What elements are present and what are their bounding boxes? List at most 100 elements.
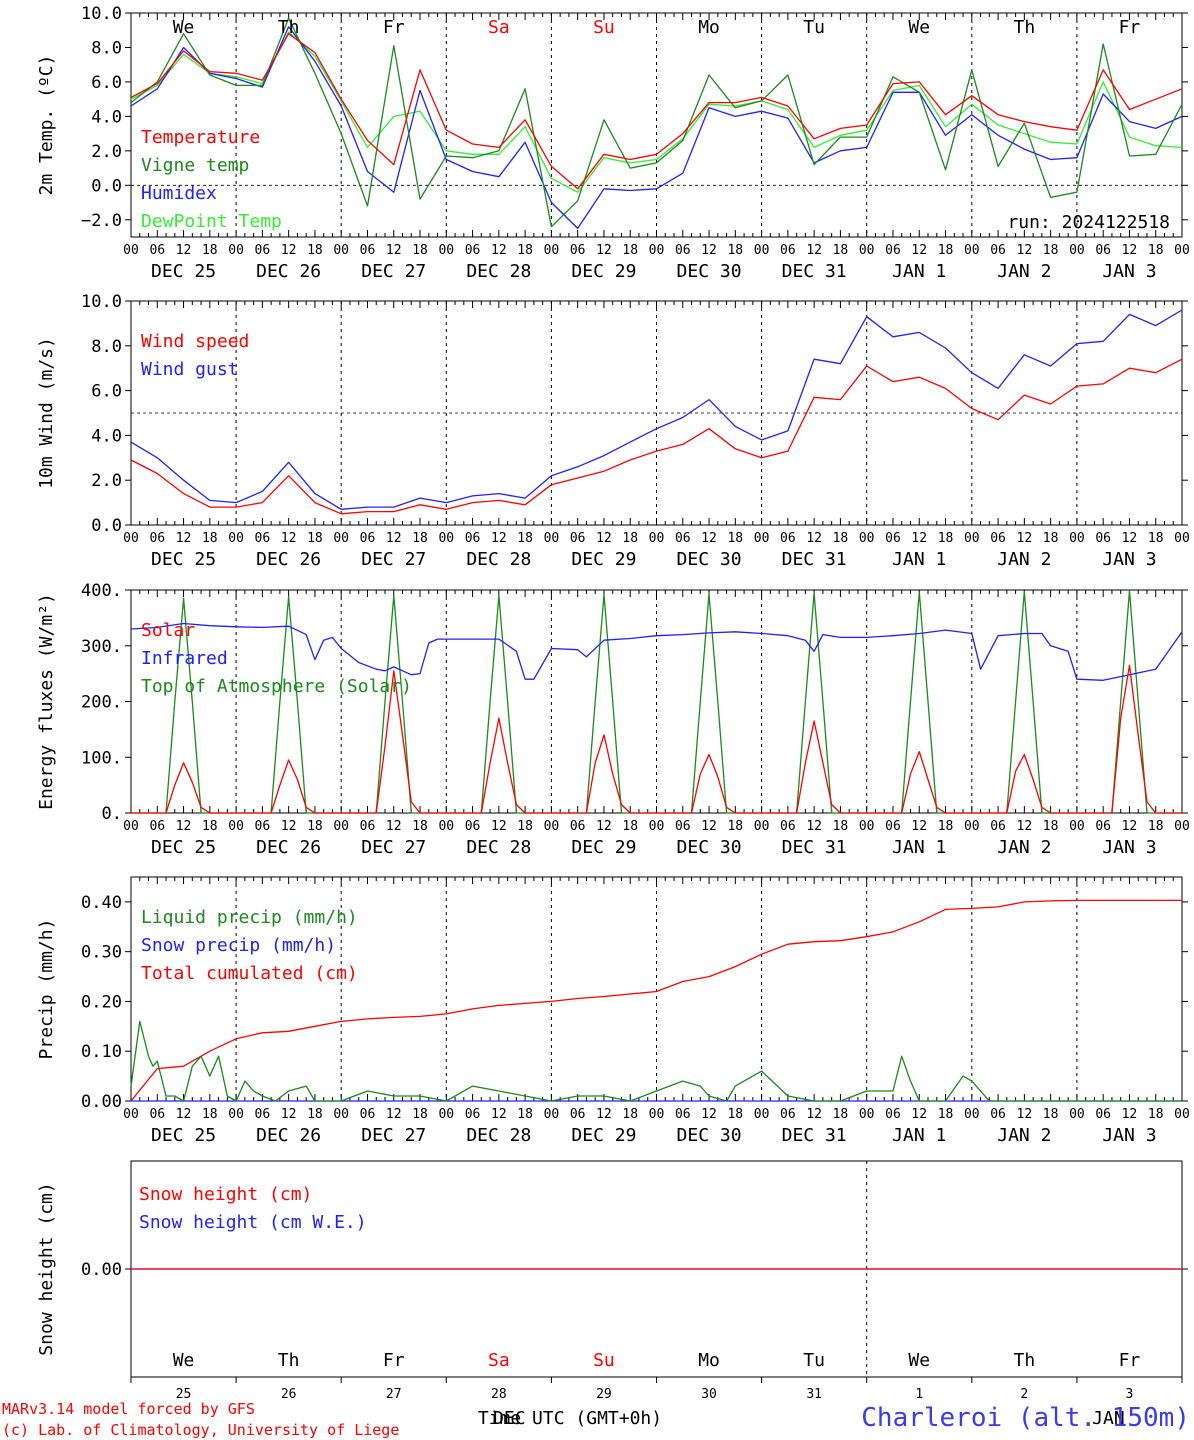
hour-tick-label: 06 xyxy=(675,1107,691,1122)
hour-tick-label: 18 xyxy=(727,243,743,258)
hour-tick-label: 00 xyxy=(649,243,665,258)
hour-tick-label: 00 xyxy=(964,1107,980,1122)
weekday-label: Fr xyxy=(1119,1350,1141,1371)
day-number-label: 29 xyxy=(596,1387,612,1402)
hour-tick-label: 06 xyxy=(675,531,691,546)
date-label: DEC 31 xyxy=(782,261,847,282)
hour-tick-label: 00 xyxy=(333,1107,349,1122)
y-tick-label: 2.0 xyxy=(91,471,122,491)
hour-tick-label: 06 xyxy=(149,819,165,834)
hour-tick-label: 12 xyxy=(491,819,507,834)
hour-tick-label: 12 xyxy=(596,243,612,258)
hour-tick-label: 18 xyxy=(202,243,218,258)
series-line-wind-gust xyxy=(130,309,1183,510)
legend-wind-speed: Wind speed xyxy=(141,331,249,352)
hour-tick-label: 12 xyxy=(701,243,717,258)
hour-tick-label: 00 xyxy=(1174,531,1190,546)
legend-liquid-precip-mm-h-: Liquid precip (mm/h) xyxy=(141,907,358,928)
series-line-infrared xyxy=(130,622,1183,681)
hour-tick-label: 06 xyxy=(255,819,271,834)
hour-tick-label: 12 xyxy=(596,531,612,546)
hour-tick-label: 12 xyxy=(281,819,297,834)
hour-tick-label: 00 xyxy=(649,1107,665,1122)
hour-tick-label: 18 xyxy=(833,819,849,834)
hour-tick-label: 00 xyxy=(333,531,349,546)
weekday-label: Fr xyxy=(383,1350,405,1371)
series-line-humidex xyxy=(130,26,1183,230)
hour-tick-label: 00 xyxy=(123,531,139,546)
y-tick-label: 8.0 xyxy=(91,337,122,357)
hour-tick-label: 00 xyxy=(754,243,770,258)
y-tick-label: 0.0 xyxy=(91,176,122,196)
hour-tick-label: 06 xyxy=(465,531,481,546)
date-label: JAN 1 xyxy=(892,549,946,570)
month-label: JAN xyxy=(1092,1408,1125,1429)
date-label: DEC 30 xyxy=(677,1125,742,1146)
hour-tick-label: 12 xyxy=(911,243,927,258)
hour-tick-label: 12 xyxy=(176,243,192,258)
date-label: DEC 30 xyxy=(677,261,742,282)
footer-credit-line: (c) Lab. of Climatology, University of L… xyxy=(2,1421,399,1439)
date-label: DEC 25 xyxy=(151,549,216,570)
legend-humidex: Humidex xyxy=(141,183,217,204)
hour-tick-label: 12 xyxy=(386,1107,402,1122)
hour-tick-label: 06 xyxy=(149,243,165,258)
hour-tick-label: 18 xyxy=(833,1107,849,1122)
hour-tick-label: 18 xyxy=(517,243,533,258)
hour-tick-label: 06 xyxy=(780,531,796,546)
hour-tick-label: 18 xyxy=(202,1107,218,1122)
legend-total-cumulated-cm-: Total cumulated (cm) xyxy=(141,963,358,984)
y-tick-label: 300. xyxy=(81,637,122,657)
date-label: DEC 29 xyxy=(571,837,636,858)
hour-tick-label: 18 xyxy=(622,819,638,834)
hour-tick-label: 12 xyxy=(596,1107,612,1122)
hour-tick-label: 12 xyxy=(1122,819,1138,834)
hour-tick-label: 18 xyxy=(1043,531,1059,546)
date-label: DEC 30 xyxy=(677,549,742,570)
hour-tick-label: 18 xyxy=(517,531,533,546)
day-number-label: 2 xyxy=(1020,1387,1028,1402)
hour-tick-label: 18 xyxy=(833,243,849,258)
hour-tick-label: 12 xyxy=(281,1107,297,1122)
legend-wind-gust: Wind gust xyxy=(141,359,239,380)
y-tick-label: 400. xyxy=(81,581,122,601)
hour-tick-label: 12 xyxy=(386,819,402,834)
location-label: Charleroi (alt. 150m) xyxy=(861,1403,1190,1433)
hour-tick-label: 00 xyxy=(333,819,349,834)
hour-tick-label: 06 xyxy=(990,531,1006,546)
series-line-temperature xyxy=(130,33,1183,190)
hour-tick-label: 00 xyxy=(859,531,875,546)
hour-tick-label: 18 xyxy=(938,531,954,546)
date-label: DEC 27 xyxy=(361,549,426,570)
hour-tick-label: 12 xyxy=(911,819,927,834)
hour-tick-label: 06 xyxy=(465,1107,481,1122)
weekday-label: Su xyxy=(593,17,615,38)
date-label: DEC 26 xyxy=(256,549,321,570)
day-number-label: 1 xyxy=(915,1387,923,1402)
hour-tick-label: 12 xyxy=(386,531,402,546)
energy-panel: 00 06 12 18 DEC 25 00 06 12 18 DEC 26 00 06 12 18 DEC … xyxy=(36,581,1190,858)
hour-tick-label: 18 xyxy=(307,819,323,834)
hour-tick-label: 18 xyxy=(622,531,638,546)
legend-temperature: Temperature xyxy=(141,127,260,148)
hour-tick-label: 12 xyxy=(806,819,822,834)
hour-tick-label: 18 xyxy=(307,243,323,258)
date-label: DEC 25 xyxy=(151,1125,216,1146)
date-label: DEC 28 xyxy=(466,1125,531,1146)
y-tick-label: 0.00 xyxy=(81,1092,122,1112)
day-number-label: 30 xyxy=(701,1387,717,1402)
weekday-label: Sa xyxy=(488,1350,510,1371)
hour-tick-label: 00 xyxy=(1174,819,1190,834)
date-label: JAN 1 xyxy=(892,837,946,858)
date-label: JAN 2 xyxy=(997,1125,1051,1146)
y-tick-label: 200. xyxy=(81,693,122,713)
series-line-vigne-temp xyxy=(130,17,1183,228)
hour-tick-label: 12 xyxy=(281,243,297,258)
wind-panel: 00 06 12 18 DEC 25 00 06 12 18 DEC 26 00 06 12 18 DEC … xyxy=(36,292,1190,570)
legend-solar: Solar xyxy=(141,620,195,641)
weekday-label: Th xyxy=(1014,1350,1036,1371)
hour-tick-label: 00 xyxy=(438,531,454,546)
hour-tick-label: 00 xyxy=(438,243,454,258)
legend-snow-height-cm-: Snow height (cm) xyxy=(139,1184,312,1205)
hour-tick-label: 18 xyxy=(202,819,218,834)
